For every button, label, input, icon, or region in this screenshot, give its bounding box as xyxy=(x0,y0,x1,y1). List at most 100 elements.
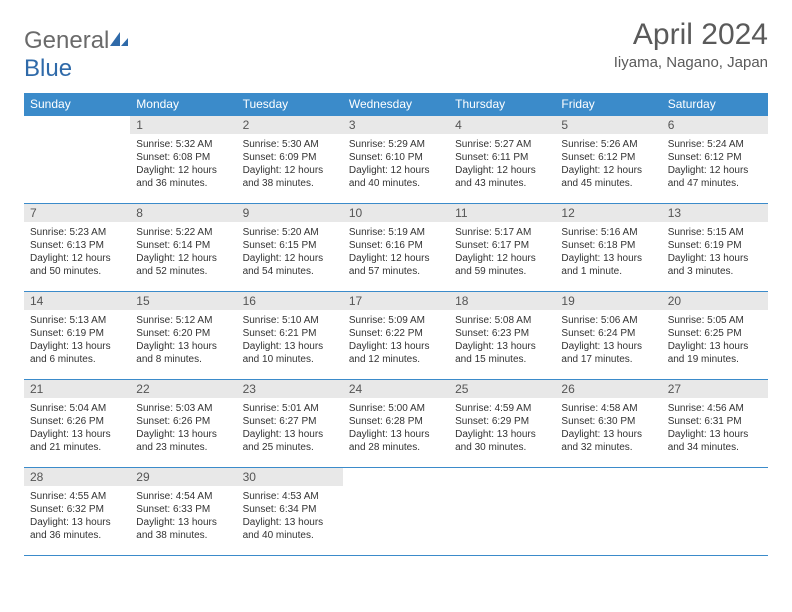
day-number: 25 xyxy=(449,380,555,398)
sunrise-text: Sunrise: 4:59 AM xyxy=(455,402,549,415)
day-number: 18 xyxy=(449,292,555,310)
sunrise-text: Sunrise: 5:27 AM xyxy=(455,138,549,151)
sunset-text: Sunset: 6:26 PM xyxy=(30,415,124,428)
day-body: Sunrise: 5:16 AMSunset: 6:18 PMDaylight:… xyxy=(555,222,661,280)
day-body: Sunrise: 5:20 AMSunset: 6:15 PMDaylight:… xyxy=(237,222,343,280)
day-cell: 27Sunrise: 4:56 AMSunset: 6:31 PMDayligh… xyxy=(662,380,768,468)
daylight-text: Daylight: 13 hours and 21 minutes. xyxy=(30,428,124,454)
dayhead-tue: Tuesday xyxy=(237,93,343,116)
sunrise-text: Sunrise: 5:06 AM xyxy=(561,314,655,327)
sunrise-text: Sunrise: 5:22 AM xyxy=(136,226,230,239)
sunrise-text: Sunrise: 5:08 AM xyxy=(455,314,549,327)
dayhead-mon: Monday xyxy=(130,93,236,116)
sunset-text: Sunset: 6:17 PM xyxy=(455,239,549,252)
day-cell: 6Sunrise: 5:24 AMSunset: 6:12 PMDaylight… xyxy=(662,116,768,204)
sunrise-text: Sunrise: 5:24 AM xyxy=(668,138,762,151)
sunrise-text: Sunrise: 5:26 AM xyxy=(561,138,655,151)
daylight-text: Daylight: 13 hours and 1 minute. xyxy=(561,252,655,278)
sunset-text: Sunset: 6:18 PM xyxy=(561,239,655,252)
daylight-text: Daylight: 12 hours and 47 minutes. xyxy=(668,164,762,190)
day-cell: 18 Sunrise: 5:08 AMSunset: 6:23 PMDayligh… xyxy=(449,292,555,380)
day-number: 10 xyxy=(343,204,449,222)
day-body: Sunrise: 5:03 AMSunset: 6:26 PMDaylight:… xyxy=(130,398,236,456)
sunset-text: Sunset: 6:12 PM xyxy=(668,151,762,164)
sunset-text: Sunset: 6:33 PM xyxy=(136,503,230,516)
day-body: Sunrise: 5:26 AMSunset: 6:12 PMDaylight:… xyxy=(555,134,661,192)
day-number: 15 xyxy=(130,292,236,310)
daylight-text: Daylight: 12 hours and 36 minutes. xyxy=(136,164,230,190)
sunset-text: Sunset: 6:16 PM xyxy=(349,239,443,252)
day-cell: 11Sunrise: 5:17 AMSunset: 6:17 PMDayligh… xyxy=(449,204,555,292)
daylight-text: Daylight: 13 hours and 15 minutes. xyxy=(455,340,549,366)
day-cell xyxy=(555,468,661,556)
sunset-text: Sunset: 6:08 PM xyxy=(136,151,230,164)
daylight-text: Daylight: 13 hours and 40 minutes. xyxy=(243,516,337,542)
day-number: 6 xyxy=(662,116,768,134)
daylight-text: Daylight: 12 hours and 52 minutes. xyxy=(136,252,230,278)
daylight-text: Daylight: 13 hours and 25 minutes. xyxy=(243,428,337,454)
sunrise-text: Sunrise: 5:05 AM xyxy=(668,314,762,327)
day-cell: 21Sunrise: 5:04 AMSunset: 6:26 PMDayligh… xyxy=(24,380,130,468)
day-body: Sunrise: 5:27 AMSunset: 6:11 PMDaylight:… xyxy=(449,134,555,192)
day-cell: 7Sunrise: 5:23 AMSunset: 6:13 PMDaylight… xyxy=(24,204,130,292)
day-cell: 15Sunrise: 5:12 AMSunset: 6:20 PMDayligh… xyxy=(130,292,236,380)
day-cell: 16Sunrise: 5:10 AMSunset: 6:21 PMDayligh… xyxy=(237,292,343,380)
week-row: 7Sunrise: 5:23 AMSunset: 6:13 PMDaylight… xyxy=(24,204,768,292)
day-body: Sunrise: 5:12 AMSunset: 6:20 PMDaylight:… xyxy=(130,310,236,368)
day-body: Sunrise: 5:32 AMSunset: 6:08 PMDaylight:… xyxy=(130,134,236,192)
sail-icon xyxy=(108,27,130,55)
daylight-text: Daylight: 13 hours and 34 minutes. xyxy=(668,428,762,454)
sunrise-text: Sunrise: 5:09 AM xyxy=(349,314,443,327)
day-number: 28 xyxy=(24,468,130,486)
day-cell: 25Sunrise: 4:59 AMSunset: 6:29 PMDayligh… xyxy=(449,380,555,468)
day-body: Sunrise: 5:00 AMSunset: 6:28 PMDaylight:… xyxy=(343,398,449,456)
day-number: 29 xyxy=(130,468,236,486)
sunset-text: Sunset: 6:27 PM xyxy=(243,415,337,428)
day-cell: 9Sunrise: 5:20 AMSunset: 6:15 PMDaylight… xyxy=(237,204,343,292)
day-body: Sunrise: 5:30 AMSunset: 6:09 PMDaylight:… xyxy=(237,134,343,192)
day-cell: 17Sunrise: 5:09 AMSunset: 6:22 PMDayligh… xyxy=(343,292,449,380)
sunrise-text: Sunrise: 4:55 AM xyxy=(30,490,124,503)
day-cell: 5Sunrise: 5:26 AMSunset: 6:12 PMDaylight… xyxy=(555,116,661,204)
calendar-body: 1Sunrise: 5:32 AMSunset: 6:08 PMDaylight… xyxy=(24,116,768,556)
daylight-text: Daylight: 13 hours and 36 minutes. xyxy=(30,516,124,542)
sunrise-text: Sunrise: 5:17 AM xyxy=(455,226,549,239)
daylight-text: Daylight: 13 hours and 38 minutes. xyxy=(136,516,230,542)
sunset-text: Sunset: 6:23 PM xyxy=(455,327,549,340)
day-body: Sunrise: 5:24 AMSunset: 6:12 PMDaylight:… xyxy=(662,134,768,192)
sunset-text: Sunset: 6:28 PM xyxy=(349,415,443,428)
week-row: 28Sunrise: 4:55 AMSunset: 6:32 PMDayligh… xyxy=(24,468,768,556)
daylight-text: Daylight: 13 hours and 30 minutes. xyxy=(455,428,549,454)
sunrise-text: Sunrise: 4:56 AM xyxy=(668,402,762,415)
daylight-text: Daylight: 12 hours and 54 minutes. xyxy=(243,252,337,278)
sunset-text: Sunset: 6:13 PM xyxy=(30,239,124,252)
day-cell: 13Sunrise: 5:15 AMSunset: 6:19 PMDayligh… xyxy=(662,204,768,292)
sunset-text: Sunset: 6:22 PM xyxy=(349,327,443,340)
sunset-text: Sunset: 6:19 PM xyxy=(668,239,762,252)
day-body: Sunrise: 4:56 AMSunset: 6:31 PMDaylight:… xyxy=(662,398,768,456)
day-body: Sunrise: 5:22 AMSunset: 6:14 PMDaylight:… xyxy=(130,222,236,280)
day-number: 1 xyxy=(130,116,236,134)
brand-part1: General xyxy=(24,27,109,54)
day-cell: 14Sunrise: 5:13 AMSunset: 6:19 PMDayligh… xyxy=(24,292,130,380)
day-number: 5 xyxy=(555,116,661,134)
daylight-text: Daylight: 13 hours and 17 minutes. xyxy=(561,340,655,366)
daylight-text: Daylight: 12 hours and 50 minutes. xyxy=(30,252,124,278)
sunset-text: Sunset: 6:15 PM xyxy=(243,239,337,252)
day-number: 13 xyxy=(662,204,768,222)
sunset-text: Sunset: 6:10 PM xyxy=(349,151,443,164)
day-cell: 28Sunrise: 4:55 AMSunset: 6:32 PMDayligh… xyxy=(24,468,130,556)
day-header-row: Sunday Monday Tuesday Wednesday Thursday… xyxy=(24,93,768,116)
sunrise-text: Sunrise: 4:54 AM xyxy=(136,490,230,503)
day-body: Sunrise: 4:59 AMSunset: 6:29 PMDaylight:… xyxy=(449,398,555,456)
day-number: 8 xyxy=(130,204,236,222)
day-number: 4 xyxy=(449,116,555,134)
sunrise-text: Sunrise: 5:00 AM xyxy=(349,402,443,415)
sunrise-text: Sunrise: 5:20 AM xyxy=(243,226,337,239)
dayhead-sun: Sunday xyxy=(24,93,130,116)
sunrise-text: Sunrise: 5:32 AM xyxy=(136,138,230,151)
day-cell: 20Sunrise: 5:05 AMSunset: 6:25 PMDayligh… xyxy=(662,292,768,380)
sunrise-text: Sunrise: 5:15 AM xyxy=(668,226,762,239)
day-cell: 3Sunrise: 5:29 AMSunset: 6:10 PMDaylight… xyxy=(343,116,449,204)
day-number: 17 xyxy=(343,292,449,310)
